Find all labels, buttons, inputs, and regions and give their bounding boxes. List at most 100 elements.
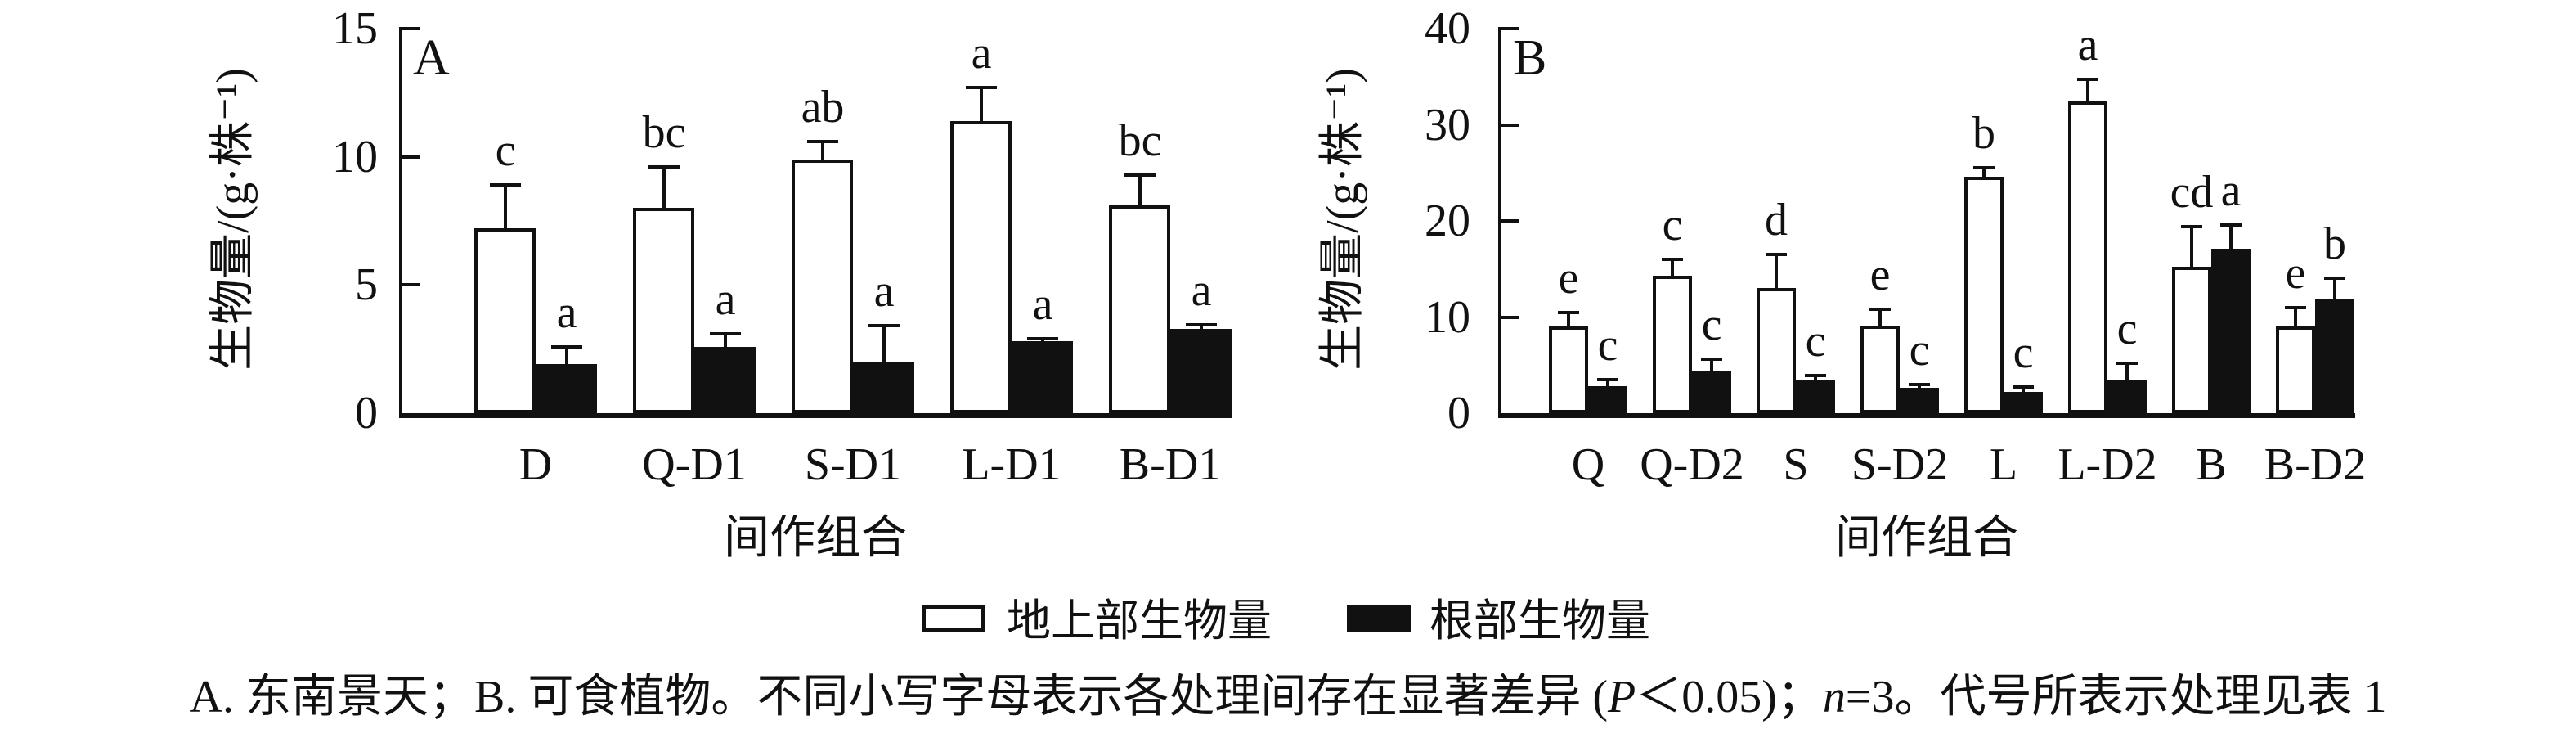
- bar-aboveground-a-L-D1: [950, 121, 1012, 413]
- bar-root-a-L-D1: [1012, 341, 1073, 413]
- x-tick-label-b-Q-D2: Q-D2: [1640, 439, 1744, 490]
- y-tick-b-30: [1498, 124, 1519, 127]
- y-axis-title-b: 生物量/(g·株⁻¹): [1317, 68, 1368, 371]
- x-tick-label-b-S-D2: S-D2: [1851, 439, 1949, 490]
- error-whisker-aboveground-b-L: [1982, 168, 1986, 177]
- bar-aboveground-b-B: [2172, 267, 2211, 413]
- sig-letter-root-a-B-D1: a: [1191, 265, 1212, 316]
- caption-segment-1: P: [1607, 672, 1636, 722]
- error-cap-root-a-S-D1: [868, 324, 900, 327]
- error-whisker-aboveground-b-B: [2190, 227, 2193, 267]
- y-tick-label-b-40: 40: [1425, 3, 1470, 54]
- sig-letter-aboveground-b-B-D2: e: [2285, 248, 2306, 299]
- error-cap-aboveground-b-Q-D2: [1662, 258, 1683, 261]
- panel-letter-b: B: [1513, 30, 1547, 86]
- sig-letter-root-b-S-D2: c: [1909, 325, 1930, 376]
- y-tick-label-a-0: 0: [355, 388, 378, 439]
- error-cap-aboveground-a-D: [490, 183, 521, 187]
- bar-aboveground-b-S-D2: [1860, 326, 1900, 413]
- y-axis-line-b: [1498, 29, 1501, 416]
- error-cap-aboveground-b-Q: [1558, 311, 1579, 314]
- error-cap-root-b-Q: [1597, 378, 1618, 381]
- sig-letter-aboveground-b-S: d: [1765, 195, 1788, 245]
- error-cap-root-b-B-D2: [2324, 277, 2345, 280]
- sig-letter-aboveground-b-B: cd: [2170, 167, 2214, 218]
- x-tick-label-a-B-D1: B-D1: [1119, 439, 1222, 490]
- sig-letter-aboveground-b-S-D2: e: [1869, 250, 1891, 300]
- panel-letter-a: A: [413, 30, 450, 86]
- y-tick-label-b-20: 20: [1425, 196, 1470, 246]
- error-cap-root-a-Q-D1: [710, 332, 741, 335]
- bar-root-a-Q-D1: [694, 347, 756, 413]
- sig-letter-aboveground-a-Q-D1: bc: [642, 107, 686, 158]
- y-tick-label-a-5: 5: [355, 259, 378, 310]
- bar-root-b-Q-D2: [1692, 371, 1731, 413]
- bar-aboveground-b-S: [1757, 288, 1796, 413]
- bar-root-b-B: [2211, 249, 2251, 413]
- bar-aboveground-a-D: [474, 228, 536, 413]
- error-whisker-aboveground-b-S-D2: [1878, 309, 1882, 326]
- error-whisker-aboveground-a-D: [504, 185, 507, 228]
- error-cap-aboveground-a-S-D1: [807, 140, 838, 143]
- bar-aboveground-b-Q-D2: [1653, 276, 1692, 413]
- y-tick-label-b-10: 10: [1425, 292, 1470, 343]
- sig-letter-aboveground-b-L-D2: a: [2077, 20, 2098, 70]
- caption-segment-0: A. 东南景天；B. 可食植物。不同小写字母表示各处理间存在显著差异 (: [189, 672, 1608, 722]
- legend-swatch-root: [1347, 605, 1411, 632]
- error-cap-root-a-B-D1: [1186, 323, 1217, 326]
- legend-label-aboveground: 地上部生物量: [1007, 596, 1272, 646]
- legend-swatch-aboveground: [922, 605, 985, 632]
- error-cap-root-a-D: [551, 345, 582, 349]
- y-tick-b-10: [1498, 316, 1519, 319]
- error-whisker-aboveground-b-L-D2: [2086, 79, 2089, 101]
- sig-letter-root-b-S: c: [1805, 316, 1826, 367]
- bar-root-b-Q: [1588, 386, 1627, 413]
- x-tick-label-b-B-D2: B-D2: [2264, 439, 2367, 490]
- sig-letter-aboveground-b-Q-D2: c: [1662, 200, 1683, 250]
- error-cap-aboveground-b-L-D2: [2077, 78, 2098, 81]
- legend-label-root: 根部生物量: [1429, 596, 1650, 646]
- sig-letter-root-b-Q: c: [1597, 320, 1618, 371]
- y-tick-a-15: [399, 27, 420, 30]
- sig-letter-root-b-B-D2: b: [2323, 218, 2346, 269]
- error-cap-root-b-B: [2220, 223, 2242, 227]
- bar-aboveground-b-Q: [1549, 326, 1588, 413]
- x-tick-label-a-S-D1: S-D1: [804, 439, 902, 490]
- y-axis-title-a: 生物量/(g·株⁻¹): [208, 68, 258, 371]
- bar-root-b-L-D2: [2107, 380, 2147, 413]
- bar-aboveground-a-B-D1: [1109, 205, 1170, 413]
- y-tick-label-b-30: 30: [1425, 100, 1470, 151]
- error-whisker-aboveground-b-Q-D2: [1671, 259, 1674, 276]
- error-cap-aboveground-b-S-D2: [1869, 308, 1891, 311]
- bar-root-b-S-D2: [1900, 388, 1939, 413]
- error-cap-root-b-S: [1805, 374, 1826, 377]
- figure-caption: A. 东南景天；B. 可食植物。不同小写字母表示各处理间存在显著差异 (P＜0.…: [0, 671, 2576, 723]
- bar-aboveground-b-B-D2: [2276, 326, 2315, 413]
- error-cap-aboveground-b-S: [1766, 253, 1787, 256]
- error-whisker-aboveground-b-B-D2: [2294, 308, 2297, 327]
- y-tick-a-10: [399, 155, 420, 159]
- error-cap-aboveground-a-B-D1: [1124, 173, 1156, 177]
- error-whisker-aboveground-a-L-D1: [980, 88, 983, 121]
- bar-aboveground-a-S-D1: [792, 160, 853, 413]
- error-cap-aboveground-b-B-D2: [2285, 306, 2306, 309]
- error-whisker-aboveground-b-Q: [1567, 313, 1570, 327]
- x-tick-label-a-L-D1: L-D1: [962, 439, 1061, 490]
- x-tick-label-b-Q: Q: [1571, 439, 1605, 490]
- error-whisker-root-b-B-D2: [2333, 278, 2336, 299]
- error-whisker-root-a-S-D1: [882, 326, 886, 362]
- error-whisker-root-b-Q-D2: [1710, 359, 1713, 371]
- sig-letter-root-a-S-D1: a: [873, 266, 895, 317]
- bar-root-a-B-D1: [1170, 329, 1232, 413]
- sig-letter-aboveground-b-L: b: [1972, 108, 1995, 159]
- sig-letter-root-a-Q-D1: a: [715, 274, 736, 325]
- sig-letter-root-a-D: a: [556, 287, 577, 338]
- caption-segment-2: ＜0.05)；: [1636, 672, 1823, 722]
- bar-root-a-D: [536, 364, 597, 413]
- error-cap-root-b-S-D2: [1909, 383, 1930, 386]
- error-cap-aboveground-b-B: [2181, 225, 2202, 228]
- error-whisker-root-b-L: [2022, 387, 2025, 392]
- x-tick-label-b-L: L: [1989, 439, 2018, 490]
- y-tick-b-20: [1498, 219, 1519, 223]
